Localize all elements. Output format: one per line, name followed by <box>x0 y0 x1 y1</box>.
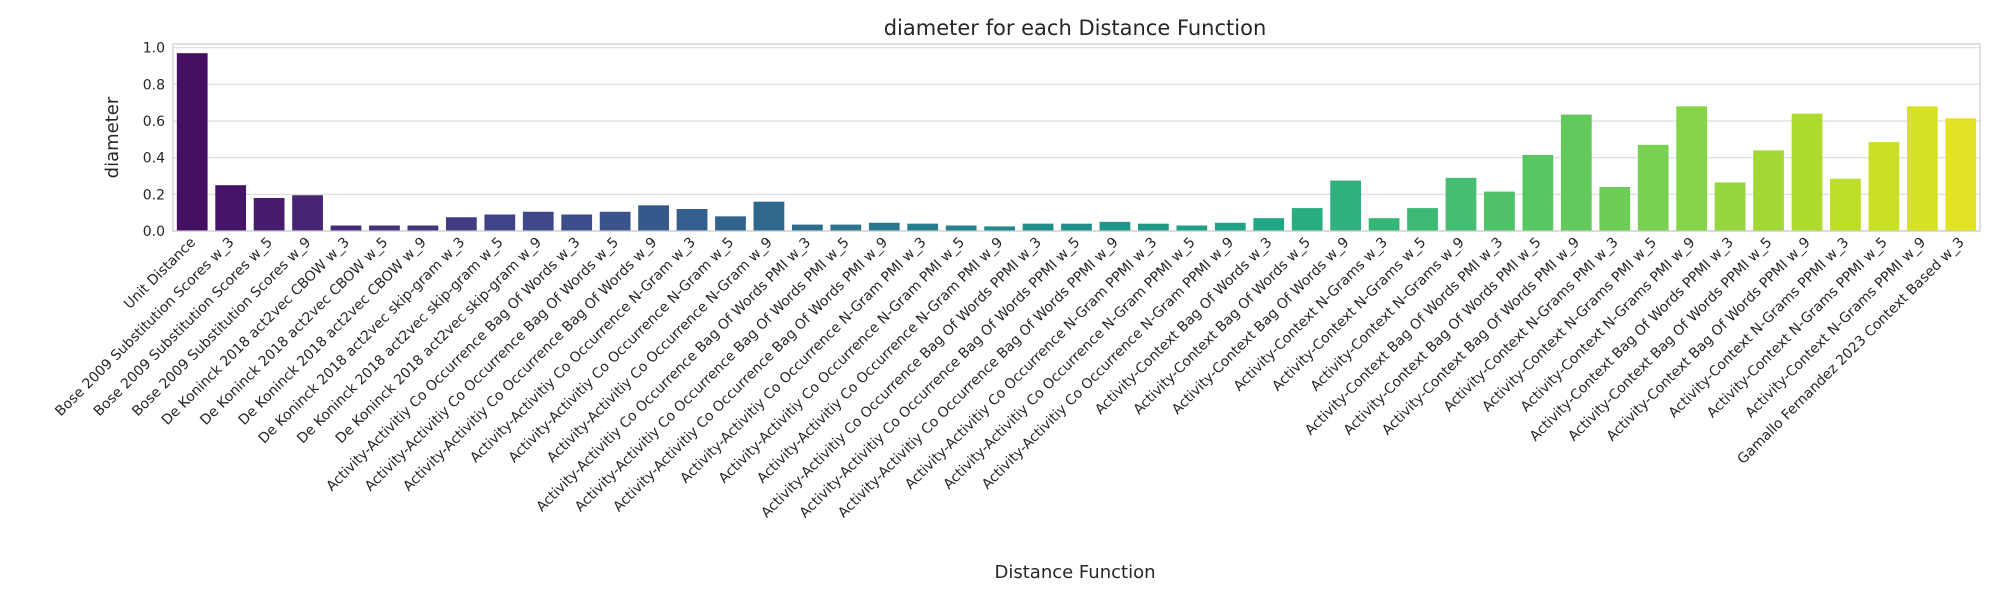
bar <box>522 211 554 231</box>
bar <box>561 214 593 231</box>
bar <box>407 225 439 231</box>
bar <box>369 225 400 231</box>
bar <box>945 225 977 231</box>
bar <box>1138 223 1169 231</box>
bars <box>176 53 1977 231</box>
bar <box>676 209 708 231</box>
bar <box>1753 150 1784 231</box>
y-tick-label: 0.8 <box>143 77 165 93</box>
bar <box>1214 222 1246 231</box>
x-tick-label: Activity-Activitiy Co Occurrence N-Gram … <box>941 235 1199 493</box>
bar <box>1176 225 1208 231</box>
y-tick-label: 0.0 <box>143 224 165 240</box>
bar <box>1099 221 1131 231</box>
y-axis-ticks: 0.0 0.2 0.4 0.6 0.8 1.0 <box>143 41 165 240</box>
bar <box>1368 218 1400 231</box>
bar <box>830 224 862 231</box>
bar <box>1061 223 1092 231</box>
y-tick-label: 1.0 <box>143 41 165 57</box>
bar <box>1599 187 1631 231</box>
bar <box>1253 218 1285 231</box>
bar <box>599 211 631 231</box>
bar <box>292 195 323 231</box>
bar <box>1291 208 1323 231</box>
bar <box>907 223 939 231</box>
bar <box>215 185 247 231</box>
bar <box>1676 106 1708 231</box>
x-tick-label: Activity-Context N-Grams PPMI w_9 <box>1743 235 1930 422</box>
bar <box>445 217 477 231</box>
bar <box>1407 208 1438 231</box>
bar <box>753 201 785 231</box>
y-tick-label: 0.4 <box>143 151 165 167</box>
bar <box>1791 113 1823 231</box>
gridlines <box>173 47 1980 232</box>
x-tick-label: Activity-Activitiy Co Occurrence N-Gram … <box>979 235 1237 493</box>
chart-title: diameter for each Distance Function <box>884 16 1267 40</box>
bar <box>1330 180 1362 231</box>
y-tick-label: 0.6 <box>143 114 165 130</box>
bar <box>1022 223 1054 231</box>
bar <box>868 222 900 231</box>
bar <box>984 226 1015 231</box>
bar <box>176 53 208 231</box>
bar <box>330 225 362 231</box>
bar <box>1560 114 1592 231</box>
y-axis-title: diameter <box>102 96 123 178</box>
bar <box>791 224 823 231</box>
bar <box>253 198 285 231</box>
bar <box>1830 178 1861 231</box>
plot-frame <box>172 43 1981 232</box>
x-axis-title: Distance Function <box>995 562 1156 583</box>
bar <box>1484 191 1515 231</box>
bar <box>638 205 669 231</box>
bar <box>715 216 746 231</box>
bar <box>1945 118 1977 231</box>
y-tick-label: 0.2 <box>143 187 165 203</box>
bar <box>1906 106 1938 231</box>
x-tick-label: Activity-Activitiy Co Occurrence N-Gram … <box>902 235 1160 493</box>
bar <box>1637 144 1669 231</box>
bar <box>1522 154 1554 231</box>
bar <box>1868 142 1900 231</box>
bar <box>1445 177 1477 231</box>
bar <box>1714 182 1746 231</box>
bar <box>484 214 516 231</box>
